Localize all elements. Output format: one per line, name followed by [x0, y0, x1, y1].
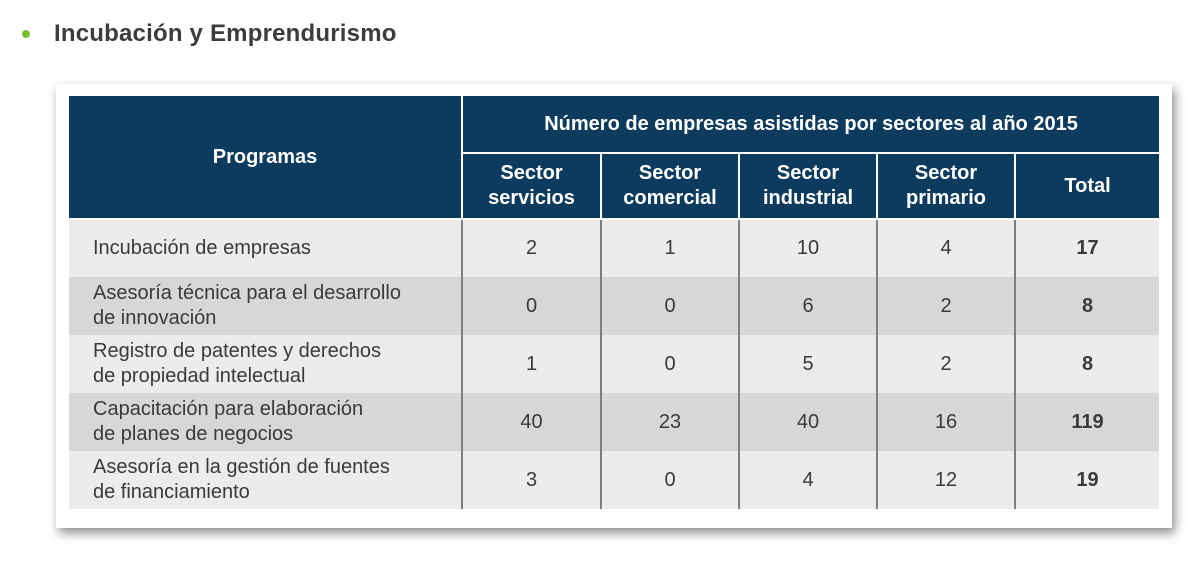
program-name-line: de propiedad intelectual — [93, 365, 306, 387]
value-cell: 10 — [738, 219, 877, 277]
program-name-line: Incubación de empresas — [93, 237, 311, 259]
program-name-cell: Asesoría en la gestión de fuentes de fina… — [69, 451, 462, 509]
program-name-line: de planes de negocios — [93, 423, 294, 445]
program-name-line: de innovación — [93, 307, 217, 329]
value-cell: 4 — [738, 451, 877, 509]
program-name-line: Capacitación para elaboración — [93, 398, 364, 420]
value-cell: 2 — [876, 277, 1015, 335]
header-text-line: Sector — [914, 162, 978, 184]
header-text-line: primario — [905, 187, 987, 209]
header-sector-primario: Sector primario — [876, 152, 1016, 220]
table-row: Asesoría técnica para el desarrollo de in… — [69, 277, 1160, 335]
total-cell: 17 — [1013, 219, 1160, 277]
value-cell: 0 — [600, 335, 739, 393]
table-row: Registro de patentes y derechos de propie… — [69, 335, 1160, 393]
total-cell: 8 — [1013, 277, 1160, 335]
header-total: Total — [1013, 152, 1160, 220]
value-cell: 0 — [600, 451, 739, 509]
value-cell: 2 — [876, 335, 1015, 393]
header-sector-comercial: Sector comercial — [600, 152, 740, 220]
header-text-line: industrial — [762, 187, 853, 209]
value-cell: 0 — [600, 277, 739, 335]
value-cell: 12 — [876, 451, 1015, 509]
header-text-line: Total — [1064, 174, 1111, 197]
table-row: Asesoría en la gestión de fuentes de fina… — [69, 451, 1160, 509]
value-cell: 40 — [738, 393, 877, 451]
program-name-cell: Asesoría técnica para el desarrollo de in… — [69, 277, 462, 335]
value-cell: 1 — [461, 335, 601, 393]
section-heading: Incubación y Emprendurismo — [22, 14, 397, 54]
header-text-line: Sector — [776, 162, 840, 184]
companies-table: Programas Número de empresas asistidas p… — [69, 96, 1160, 509]
value-cell: 23 — [600, 393, 739, 451]
header-text-line: servicios — [488, 187, 575, 209]
value-cell: 4 — [876, 219, 1015, 277]
table-row: Incubación de empresas 2 1 10 4 17 — [69, 219, 1160, 277]
program-name-line: Asesoría técnica para el desarrollo — [93, 282, 401, 304]
total-cell: 19 — [1013, 451, 1160, 509]
value-cell: 16 — [876, 393, 1015, 451]
program-name-line: de financiamiento — [93, 481, 250, 503]
value-cell: 5 — [738, 335, 877, 393]
table-row: Capacitación para elaboración de planes d… — [69, 393, 1160, 451]
header-group: Número de empresas asistidas por sectore… — [460, 96, 1160, 154]
header-text-line: Sector — [500, 162, 563, 184]
header-programas: Programas — [69, 96, 463, 220]
header-sector-industrial: Sector industrial — [738, 152, 878, 220]
header-text-line: comercial — [623, 187, 717, 209]
value-cell: 2 — [461, 219, 601, 277]
program-name-cell: Registro de patentes y derechos de propie… — [69, 335, 462, 393]
header-text-line: Sector — [638, 162, 702, 184]
program-name-cell: Capacitación para elaboración de planes d… — [69, 393, 462, 451]
program-name-cell: Incubación de empresas — [69, 219, 462, 277]
value-cell: 40 — [461, 393, 601, 451]
total-cell: 119 — [1013, 393, 1160, 451]
header-sector-servicios: Sector servicios — [461, 152, 602, 220]
total-cell: 8 — [1013, 335, 1160, 393]
value-cell: 3 — [461, 451, 601, 509]
bullet-icon — [22, 30, 30, 38]
value-cell: 6 — [738, 277, 877, 335]
section-title: Incubación y Emprendurismo — [54, 20, 397, 47]
program-name-line: Asesoría en la gestión de fuentes — [93, 456, 390, 478]
program-name-line: Registro de patentes y derechos — [93, 340, 381, 362]
value-cell: 0 — [461, 277, 601, 335]
value-cell: 1 — [600, 219, 739, 277]
